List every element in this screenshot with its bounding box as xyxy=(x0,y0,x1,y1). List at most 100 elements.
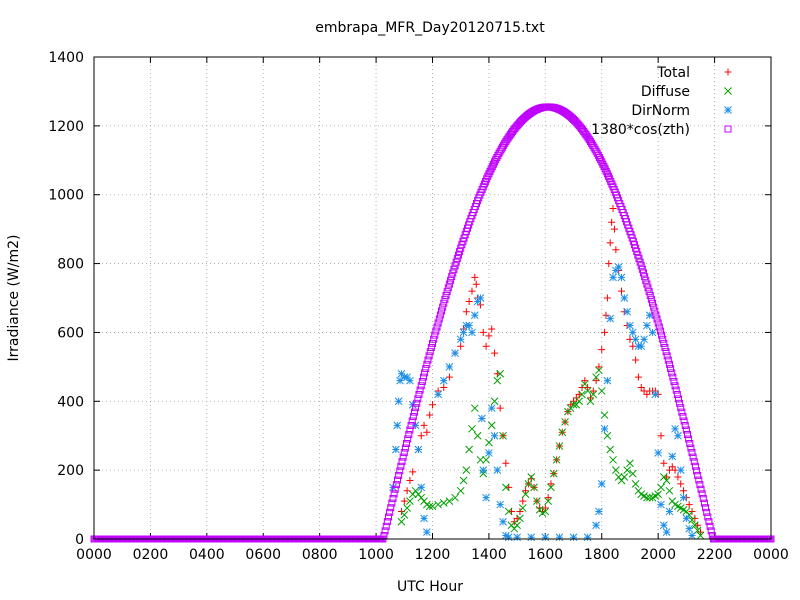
legend-marker xyxy=(724,87,732,95)
data-point xyxy=(496,404,504,412)
x-tick-label: 1800 xyxy=(584,547,620,563)
data-point xyxy=(657,500,665,509)
data-point xyxy=(600,163,608,171)
data-point xyxy=(628,328,637,337)
data-point xyxy=(583,387,592,395)
x-tick-label: 1400 xyxy=(471,547,507,563)
data-point xyxy=(623,466,631,474)
data-point xyxy=(696,531,705,540)
data-point xyxy=(390,490,398,498)
data-point xyxy=(605,260,613,268)
data-point xyxy=(700,499,708,507)
data-point xyxy=(670,377,678,385)
data-point xyxy=(549,469,558,478)
x-tick-label: 1200 xyxy=(415,547,451,563)
data-point xyxy=(686,439,694,447)
data-point xyxy=(602,167,610,175)
data-point xyxy=(706,522,714,530)
x-tick-label: 0600 xyxy=(245,547,281,563)
data-point xyxy=(643,493,651,502)
data-point xyxy=(685,524,694,533)
data-point xyxy=(488,325,496,333)
data-point xyxy=(684,430,692,438)
data-point xyxy=(501,483,510,492)
data-point xyxy=(468,328,476,337)
data-point xyxy=(423,428,431,436)
data-point xyxy=(637,342,646,351)
data-point xyxy=(601,165,609,173)
data-point xyxy=(482,455,490,464)
data-point xyxy=(450,265,458,273)
data-point xyxy=(661,344,669,352)
data-point xyxy=(626,459,634,468)
data-point xyxy=(544,497,553,505)
data-point xyxy=(384,513,392,521)
data-point xyxy=(544,494,552,502)
data-point xyxy=(687,444,695,452)
data-point xyxy=(602,311,610,319)
data-point xyxy=(594,151,602,159)
data-point xyxy=(396,376,404,385)
legend-label: DirNorm xyxy=(631,103,690,119)
data-point xyxy=(397,462,405,470)
data-point xyxy=(409,413,417,421)
data-point xyxy=(558,428,567,437)
data-point xyxy=(499,517,507,526)
data-point xyxy=(420,514,428,523)
data-point xyxy=(600,424,609,433)
data-point xyxy=(592,521,600,530)
data-point xyxy=(396,467,404,475)
data-point xyxy=(654,449,663,457)
data-point xyxy=(408,417,416,425)
data-point xyxy=(655,323,663,331)
y-axis-label: Irradiance (W/m2) xyxy=(6,235,22,362)
data-point xyxy=(389,494,397,502)
data-point xyxy=(392,481,400,489)
data-point xyxy=(439,498,448,507)
data-point xyxy=(690,521,699,530)
data-point xyxy=(597,480,606,488)
data-point xyxy=(649,299,657,307)
data-point xyxy=(491,349,499,357)
data-point xyxy=(447,276,455,284)
data-point xyxy=(617,273,626,282)
data-point xyxy=(665,507,674,516)
data-point xyxy=(691,462,699,470)
data-point xyxy=(668,369,676,377)
data-point xyxy=(403,504,411,512)
data-point xyxy=(685,435,693,443)
data-point xyxy=(688,449,696,457)
data-point xyxy=(603,294,611,302)
data-point xyxy=(634,373,642,381)
data-point xyxy=(406,476,414,484)
data-point xyxy=(645,493,654,502)
data-point xyxy=(620,473,629,481)
data-point xyxy=(699,494,707,502)
data-point xyxy=(459,328,468,337)
data-point xyxy=(569,533,578,542)
data-point xyxy=(651,307,659,315)
data-point xyxy=(654,490,663,499)
x-axis-ticks: 0000 0200 0400 0600 0800 1000 1200 1400 1600 1800… xyxy=(76,57,789,563)
data-point xyxy=(493,376,502,385)
data-point xyxy=(444,284,452,292)
data-point xyxy=(400,511,409,519)
data-point xyxy=(653,315,661,323)
data-point xyxy=(660,339,668,347)
data-point xyxy=(443,288,451,296)
y-tick-label: 400 xyxy=(57,394,84,410)
data-point xyxy=(609,273,617,282)
data-point xyxy=(486,167,494,175)
data-point xyxy=(488,163,496,171)
data-point xyxy=(504,533,513,542)
data-point xyxy=(648,328,657,337)
data-point xyxy=(672,386,680,394)
data-point xyxy=(400,449,408,457)
data-point xyxy=(527,473,536,481)
data-point xyxy=(421,369,429,377)
data-point xyxy=(513,521,521,530)
data-point xyxy=(606,445,615,454)
y-tick-label: 1200 xyxy=(48,119,84,135)
data-point xyxy=(656,327,664,335)
data-point xyxy=(676,399,684,407)
